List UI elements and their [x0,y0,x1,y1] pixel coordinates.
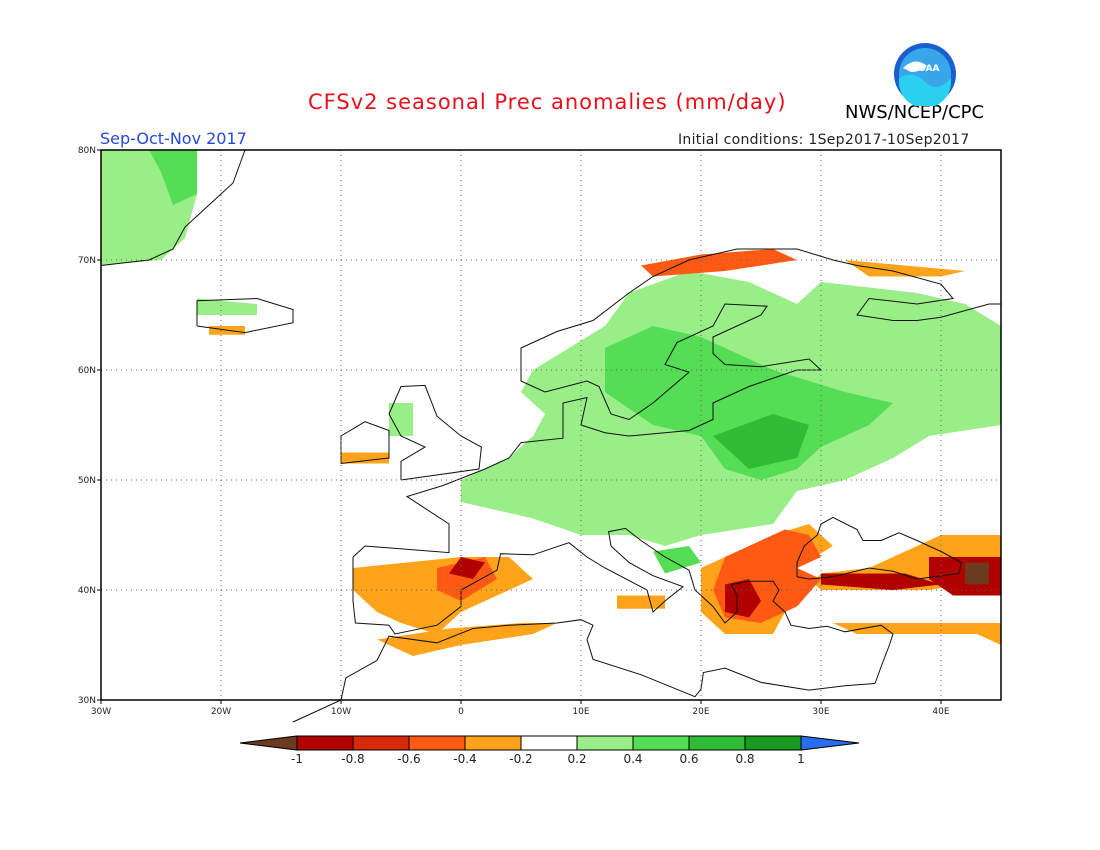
colorbar-label: -0.8 [341,752,364,766]
colorbar-segment [576,735,634,751]
initial-conditions-label: Initial conditions: 1Sep2017-10Sep2017 [678,132,970,148]
colorbar-segment [632,735,690,751]
colorbar-label: 0.6 [679,752,698,766]
lon-tick-label: 20W [211,707,231,717]
colorbar-segment [520,735,578,751]
organization-label: NWS/NCEP/CPC [845,102,985,123]
iceland-coast [196,297,294,334]
lon-tick-label: 40E [932,707,949,717]
lon-tick-label: 0 [458,707,464,717]
wet-balkan-area [653,546,701,574]
lon-tick-label: 20E [692,707,709,717]
noaa-logo-icon: NOAA [894,43,956,106]
colorbar-label: -0.6 [397,752,420,766]
britain-coast [388,384,482,481]
colorbar-segment [464,735,522,751]
lon-tick-label: 30E [812,707,829,717]
anomaly-fields [101,150,1001,656]
dry-norway-n-area [641,249,797,277]
chart-title: CFSv2 seasonal Prec anomalies (mm/day) [308,90,787,114]
lat-tick-label: 30N [78,696,96,706]
lat-tick-label: 40N [78,586,96,596]
dry-iberia-dark-area [449,557,485,579]
colorbar-segment [688,735,746,751]
colorbar-label: 1 [797,752,805,766]
black-sea-coast [796,516,962,580]
colorbar-label: 0.2 [567,752,586,766]
colorbar-min-arrow [239,735,298,751]
map-frame [100,149,1002,701]
lat-tick-label: 50N [78,476,96,486]
wet-ireland-area [389,403,413,436]
colorbar-segment [744,735,802,751]
mainland-coast [352,248,1001,558]
colorbar-segment [408,735,466,751]
wet-east-core-area [605,326,893,480]
dry-kola-area [845,260,965,277]
dry-north-africa-area [377,623,557,656]
colorbar-label: -1 [291,752,303,766]
dry-caucasus-extreme-area [965,562,989,585]
lon-tick-label: 30W [91,707,111,717]
north-africa-coast [292,619,876,723]
dry-east-med-area [833,623,1001,645]
greenland-coast [100,149,246,266]
wet-east-dark-area [713,414,809,469]
wet-iceland-area [197,298,257,315]
colorbar: -1 -0.8 -0.6 -0.4 -0.2 0.2 0.4 0.6 0.8 1 [239,735,860,766]
mediterranean-coast [352,527,894,684]
lat-tick-label: 60N [78,366,96,376]
dry-italy-area [617,595,665,609]
noaa-logo-text: NOAA [911,64,940,74]
colorbar-label: 0.8 [735,752,754,766]
gridlines [101,150,1001,700]
wet-greenland-core-area [149,150,197,205]
lat-tick-label: 80N [78,146,96,156]
colorbar-label: -0.4 [453,752,476,766]
lon-tick-label: 10E [572,707,589,717]
colorbar-label: 0.4 [623,752,642,766]
dry-balkans-dark-area [725,579,761,618]
colorbar-max-arrow [800,735,860,751]
dry-ireland-area [341,452,389,464]
dry-turkey-strip-area [821,573,941,590]
season-label: Sep-Oct-Nov 2017 [100,129,247,148]
colorbar-segment [352,735,410,751]
axis-ticks: 30W 20W 10W 0 10E 20E 30E 40E 30N 40N 50N 60N 70N 80N [78,146,950,717]
lon-tick-label: 10W [331,707,351,717]
colorbar-segment [296,735,354,751]
colorbar-label: -0.2 [509,752,532,766]
lat-tick-label: 70N [78,256,96,266]
